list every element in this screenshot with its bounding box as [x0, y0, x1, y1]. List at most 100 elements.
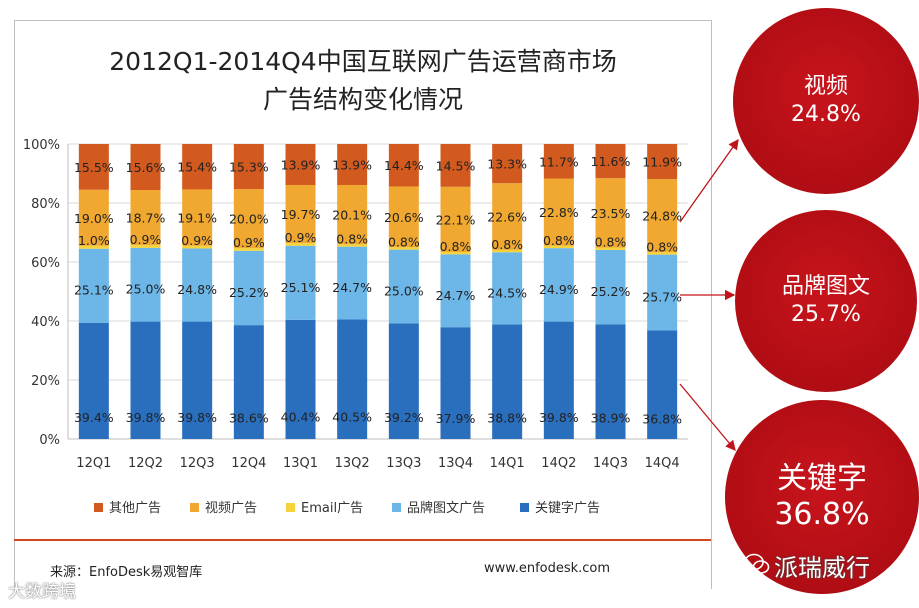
data-label: 37.9% [436, 411, 476, 426]
bar-segment [233, 189, 264, 249]
x-tick-label: 12Q3 [180, 456, 215, 471]
legend-swatch [520, 503, 529, 512]
data-label: 20.1% [332, 208, 372, 223]
x-tick-label: 13Q3 [386, 456, 421, 471]
data-label: 20.6% [384, 210, 424, 225]
bar-segment [647, 330, 678, 439]
data-label: 36.8% [642, 411, 682, 426]
data-label: 25.2% [229, 285, 269, 300]
data-label: 22.8% [539, 205, 579, 220]
data-label: 0.8% [440, 239, 472, 254]
callout-brand: 品牌图文 25.7% [735, 210, 917, 392]
data-label: 25.7% [642, 290, 682, 305]
bar-segment [492, 324, 523, 439]
chart-title-line2: 广告结构变化情况 [262, 85, 463, 114]
arrow-video [679, 138, 739, 223]
legend-label: 品牌图文广告 [407, 500, 485, 516]
data-label: 0.9% [233, 235, 265, 250]
data-label: 14.4% [384, 158, 424, 173]
bar-segment [440, 327, 471, 439]
bar-segment [337, 185, 368, 245]
data-label: 38.9% [591, 410, 631, 425]
data-label: 13.3% [487, 157, 527, 172]
data-label: 14.5% [436, 158, 476, 173]
y-tick-label: 0% [39, 433, 60, 448]
bar-segment [388, 249, 419, 324]
bar-segment [647, 179, 678, 253]
source-note: 来源：EnfoDesk易观智库 [50, 565, 203, 580]
bar-segment [182, 321, 213, 439]
bar-segment [233, 248, 264, 251]
bar-segment [285, 243, 316, 246]
data-label: 0.9% [181, 233, 213, 248]
chart-title-line1: 2012Q1-2014Q4中国互联网广告运营商市场 [109, 47, 617, 76]
data-label: 39.8% [539, 410, 579, 425]
bars [78, 144, 678, 439]
data-label: 24.8% [642, 209, 682, 224]
bar-segment [388, 144, 419, 187]
data-label: 19.0% [74, 211, 114, 226]
callout-video: 视频 24.8% [733, 8, 919, 194]
bar-segment [182, 245, 213, 249]
gridlines [67, 143, 688, 440]
data-label: 24.7% [436, 288, 476, 303]
bar-segment [595, 249, 626, 325]
data-label: 11.6% [591, 154, 631, 169]
legend-label: 其他广告 [109, 501, 161, 516]
data-label: 1.0% [78, 233, 110, 248]
bar-segment [78, 189, 109, 246]
callout-keyword-label: 关键字 [777, 461, 867, 496]
data-label: 15.4% [177, 160, 217, 175]
data-label: 13.9% [281, 158, 321, 173]
callout-video-label: 视频 [803, 74, 848, 99]
data-label: 25.1% [74, 283, 114, 298]
bar-segment [337, 244, 368, 247]
bar-segment [543, 178, 574, 246]
bar-segment [233, 250, 264, 326]
legend-label: 关键字广告 [535, 501, 600, 516]
data-label: 15.3% [229, 160, 269, 175]
x-tick-label: 14Q3 [593, 456, 628, 471]
bar-segment [337, 144, 368, 186]
bar-segment [492, 183, 523, 250]
y-tick-label: 20% [31, 374, 60, 389]
x-tick-label: 13Q4 [438, 456, 473, 471]
data-label: 13.9% [332, 158, 372, 173]
data-label: 24.5% [487, 285, 527, 300]
bar-segment [388, 186, 419, 248]
data-label: 0.9% [130, 232, 162, 247]
bar-segment [595, 324, 626, 439]
watermark-bottom-right-text: 派瑞威行 [774, 554, 870, 582]
data-label: 39.8% [126, 410, 166, 425]
bar-segment [285, 319, 316, 439]
x-tick-label: 14Q1 [490, 456, 525, 471]
legend-swatch [392, 503, 401, 512]
data-label: 25.2% [591, 284, 631, 299]
bar-segment [388, 323, 419, 439]
bar-segment [337, 246, 368, 320]
x-tick-label: 12Q4 [231, 456, 266, 471]
data-label: 24.7% [332, 280, 372, 295]
x-tick-label: 12Q2 [128, 456, 163, 471]
bar-segment [130, 321, 161, 439]
legend-swatch [94, 503, 103, 512]
bar-segment [543, 144, 574, 179]
legend-swatch [190, 503, 199, 512]
bar-segment [543, 321, 574, 439]
callout-brand-label: 品牌图文 [781, 274, 870, 299]
legend-label: Email广告 [301, 501, 363, 516]
x-tick-label: 14Q2 [541, 456, 576, 471]
data-label: 25.0% [126, 282, 166, 297]
x-tick-label: 13Q2 [335, 456, 370, 471]
bar-segment [233, 144, 264, 190]
watermark-bottom-right: 派瑞威行 [740, 548, 870, 583]
data-label: 11.9% [642, 155, 682, 170]
bar-segment [78, 245, 109, 249]
bar-segment [78, 248, 109, 323]
data-label: 38.8% [487, 410, 527, 425]
bar-segment [285, 245, 316, 320]
data-label: 11.7% [539, 154, 579, 169]
y-axis-ticks: 0% 20% 40% 60% 80% 100% [23, 138, 60, 448]
data-label: 39.8% [177, 410, 217, 425]
